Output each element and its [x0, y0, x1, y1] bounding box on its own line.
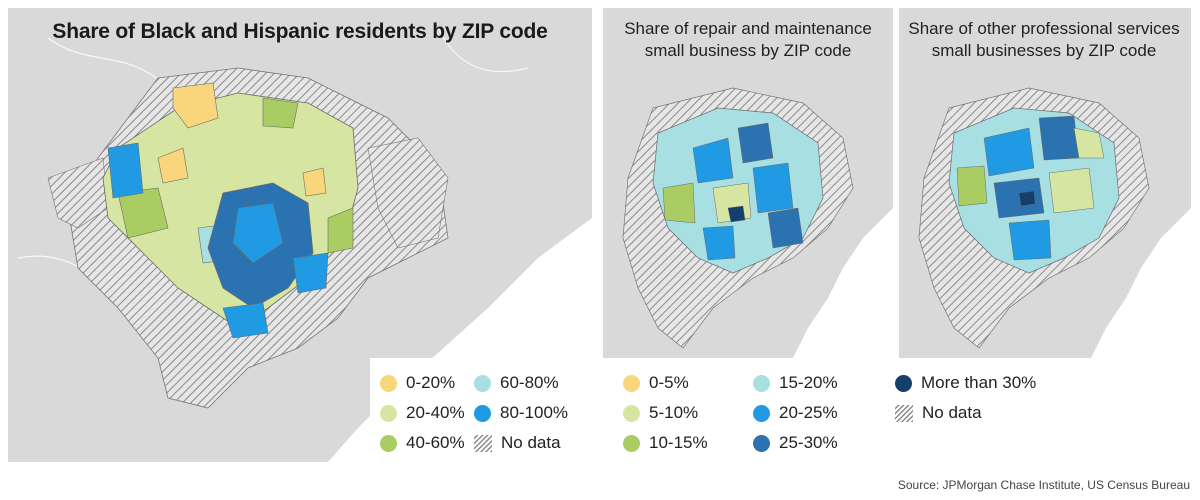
map-divider	[893, 8, 899, 358]
map-panel-black-hispanic: Share of Black and Hispanic residents by…	[8, 8, 592, 462]
legend-label: 80-100%	[500, 403, 569, 422]
map-subtitle-repair: Share of repair and maintenance small bu…	[603, 18, 893, 62]
legend-item-40-60: 40-60%	[380, 432, 465, 454]
swatch-15-20	[753, 374, 770, 392]
swatch-no-data	[474, 434, 492, 452]
swatch-0-20	[380, 374, 397, 392]
map-repair-maintenance	[622, 87, 893, 358]
legend-label: 5-10%	[649, 403, 699, 422]
legend-item-5-10: 5-10%	[623, 402, 698, 424]
map-subtitle-professional: Share of other professional services sma…	[899, 18, 1189, 62]
swatch-more-than-30	[895, 374, 912, 392]
legend-item-20-40: 20-40%	[380, 402, 465, 424]
legend-business: 0-5% 5-10% 10-15% 15-20% 20-25% 25-30% M…	[603, 358, 1191, 462]
legend-item-15-20: 15-20%	[753, 372, 838, 394]
houston-zip-maps-business	[622, 8, 1191, 358]
legend-item-no-data: No data	[895, 402, 982, 424]
legend-label: More than 30%	[921, 373, 1037, 392]
legend-label: No data	[922, 403, 982, 422]
swatch-25-30	[753, 434, 770, 452]
map-panel-business-shares: Share of repair and maintenance small bu…	[603, 8, 1191, 462]
swatch-20-25	[753, 404, 770, 422]
swatch-10-15	[623, 434, 640, 452]
legend-label: 10-15%	[649, 433, 708, 452]
swatch-no-data	[895, 404, 913, 422]
subtitle-line: small businesses by ZIP code	[931, 41, 1157, 60]
legend-item-20-25: 20-25%	[753, 402, 838, 424]
map-professional-services	[918, 87, 1191, 358]
legend-item-10-15: 10-15%	[623, 432, 708, 454]
legend-label: No data	[501, 433, 561, 452]
legend-label: 60-80%	[500, 373, 559, 392]
legend-item-no-data: No data	[474, 432, 561, 454]
legend-label: 40-60%	[406, 433, 465, 452]
legend-label: 15-20%	[779, 373, 838, 392]
legend-item-80-100: 80-100%	[474, 402, 568, 424]
legend-item-25-30: 25-30%	[753, 432, 838, 454]
subtitle-line: small business by ZIP code	[644, 41, 852, 60]
swatch-5-10	[623, 404, 640, 422]
legend-item-more-than-30: More than 30%	[895, 372, 1036, 394]
legend-label: 0-5%	[649, 373, 689, 392]
legend-label: 25-30%	[779, 433, 838, 452]
subtitle-line: Share of repair and maintenance	[624, 19, 872, 38]
legend-label: 20-40%	[406, 403, 465, 422]
legend-item-60-80: 60-80%	[474, 372, 559, 394]
swatch-40-60	[380, 434, 397, 452]
legend-label: 0-20%	[406, 373, 456, 392]
legend-label: 20-25%	[779, 403, 838, 422]
legend-item-0-20: 0-20%	[380, 372, 455, 394]
swatch-80-100	[474, 404, 491, 422]
swatch-60-80	[474, 374, 491, 392]
legend-residents: 0-20% 20-40% 40-60% 60-80% 80-100% No da…	[370, 358, 592, 462]
source-note: Source: JPMorgan Chase Institute, US Cen…	[897, 478, 1190, 492]
swatch-20-40	[380, 404, 397, 422]
legend-item-0-5: 0-5%	[623, 372, 689, 394]
map-title-residents: Share of Black and Hispanic residents by…	[52, 20, 548, 43]
subtitle-line: Share of other professional services	[908, 19, 1180, 38]
swatch-0-5	[623, 374, 640, 392]
